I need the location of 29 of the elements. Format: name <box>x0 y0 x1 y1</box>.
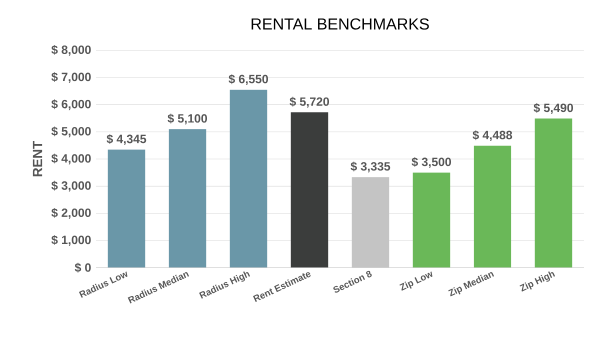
bar <box>290 112 328 268</box>
x-tick-label: Zip High <box>520 271 556 292</box>
bar <box>412 172 450 268</box>
data-label: $ 5,720 <box>290 96 330 108</box>
data-label: $ 3,500 <box>412 157 452 168</box>
x-tick-label: Zip Low <box>399 271 432 291</box>
chart-title: RENTAL BENCHMARKS <box>252 18 429 30</box>
data-label: $ 5,490 <box>534 103 574 114</box>
data-label: $ 4,345 <box>106 134 146 145</box>
y-axis-title: RENT <box>32 141 42 176</box>
bar <box>168 129 206 268</box>
y-tick-label: $ 2,000 <box>51 208 91 219</box>
data-label: $ 4,488 <box>472 130 512 142</box>
y-tick-label: $ 1,000 <box>51 235 91 246</box>
y-tick-label: $ 4,000 <box>51 154 91 164</box>
y-tick-label: $ 3,000 <box>51 180 91 192</box>
bar <box>108 150 146 268</box>
y-tick-label: $ 0 <box>74 262 91 273</box>
data-label: $ 3,335 <box>350 162 390 172</box>
bar <box>352 177 390 268</box>
y-tick-label: $ 8,000 <box>51 44 91 56</box>
y-tick-label: $ 7,000 <box>51 72 91 83</box>
y-tick-label: $ 5,000 <box>51 126 91 138</box>
bar <box>474 146 512 268</box>
bar <box>534 118 572 268</box>
bar <box>230 90 268 268</box>
y-tick-label: $ 6,000 <box>51 99 91 110</box>
data-label: $ 5,100 <box>168 114 208 124</box>
data-label: $ 6,550 <box>228 74 268 86</box>
